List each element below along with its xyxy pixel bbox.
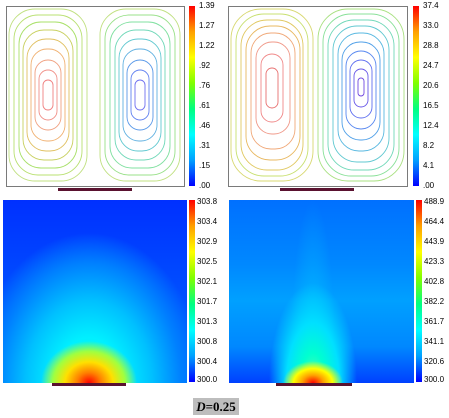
- colorbar-tick: .46: [199, 121, 211, 130]
- colorbar: [416, 200, 422, 382]
- temperature-panel-left: 303.8 303.4 302.9 302.5 302.1 301.7 301.…: [0, 197, 222, 390]
- colorbar-tick: .31: [199, 141, 211, 150]
- colorbar-tick: 37.4: [423, 1, 439, 10]
- streamlines-panel-right: 37.4 33.0 28.8 24.7 20.6 16.5 12.4 8.2 4…: [222, 0, 449, 200]
- temperature-field: [3, 200, 187, 383]
- colorbar-tick: 301.3: [197, 317, 218, 326]
- heater-strip: [280, 188, 354, 191]
- colorbar-tick: .61: [199, 101, 211, 110]
- heater-strip: [276, 383, 352, 386]
- colorbar-tick: 361.7: [424, 317, 445, 326]
- colorbar-tick: 24.7: [423, 61, 439, 70]
- streamlines-panel-left: 1.39 1.27 1.22 .92 .76 .61 .46 .31 .15 .…: [0, 0, 222, 200]
- colorbar-tick: 33.0: [423, 21, 439, 30]
- colorbar-tick: 300.0: [197, 375, 218, 384]
- colorbar-tick: 303.8: [197, 197, 218, 206]
- colorbar-tick: 300.0: [424, 375, 445, 384]
- cavity-frame: [6, 6, 185, 187]
- colorbar-tick: 20.6: [423, 81, 439, 90]
- colorbar-tick: 382.2: [424, 297, 445, 306]
- colorbar-tick: 341.1: [424, 337, 445, 346]
- colorbar-tick: 8.2: [423, 141, 435, 150]
- cavity-frame: [228, 6, 408, 187]
- caption-variable: D: [196, 399, 206, 414]
- colorbar-tick: 320.6: [424, 357, 445, 366]
- colorbar-tick: 301.7: [197, 297, 218, 306]
- colorbar-tick: 423.3: [424, 257, 445, 266]
- colorbar-tick: 303.4: [197, 217, 218, 226]
- colorbar-tick: 302.5: [197, 257, 218, 266]
- colorbar-tick: .15: [199, 161, 211, 170]
- colorbar-tick: .76: [199, 81, 211, 90]
- colorbar-tick: 302.1: [197, 277, 218, 286]
- colorbar-tick: 443.9: [424, 237, 445, 246]
- heater-strip: [58, 188, 132, 191]
- colorbar-tick: 1.27: [199, 21, 215, 30]
- temperature-field: [229, 200, 414, 383]
- colorbar-tick: 16.5: [423, 101, 439, 110]
- colorbar-tick: .92: [199, 61, 211, 70]
- colorbar-tick: 488.9: [424, 197, 445, 206]
- colorbar-tick: 12.4: [423, 121, 439, 130]
- colorbar-tick: 1.39: [199, 1, 215, 10]
- colorbar-tick: 1.22: [199, 41, 215, 50]
- colorbar: [189, 200, 195, 382]
- colorbar: [189, 6, 195, 186]
- temperature-panel-right: 488.9 464.4 443.9 423.3 402.8 382.2 361.…: [222, 197, 449, 390]
- streamline-contours: [230, 8, 405, 182]
- colorbar: [413, 6, 419, 186]
- heater-strip: [52, 383, 126, 386]
- figure-caption: D=0.25: [193, 398, 239, 415]
- colorbar-tick: 300.8: [197, 337, 218, 346]
- colorbar-tick: 300.4: [197, 357, 218, 366]
- colorbar-tick: 464.4: [424, 217, 445, 226]
- caption-value: =0.25: [205, 399, 236, 414]
- colorbar-tick: .00: [199, 181, 211, 190]
- colorbar-tick: 402.8: [424, 277, 445, 286]
- colorbar-tick: 302.9: [197, 237, 218, 246]
- colorbar-tick: 28.8: [423, 41, 439, 50]
- colorbar-tick: 4.1: [423, 161, 435, 170]
- colorbar-tick: .00: [423, 181, 435, 190]
- streamline-contours: [8, 8, 181, 182]
